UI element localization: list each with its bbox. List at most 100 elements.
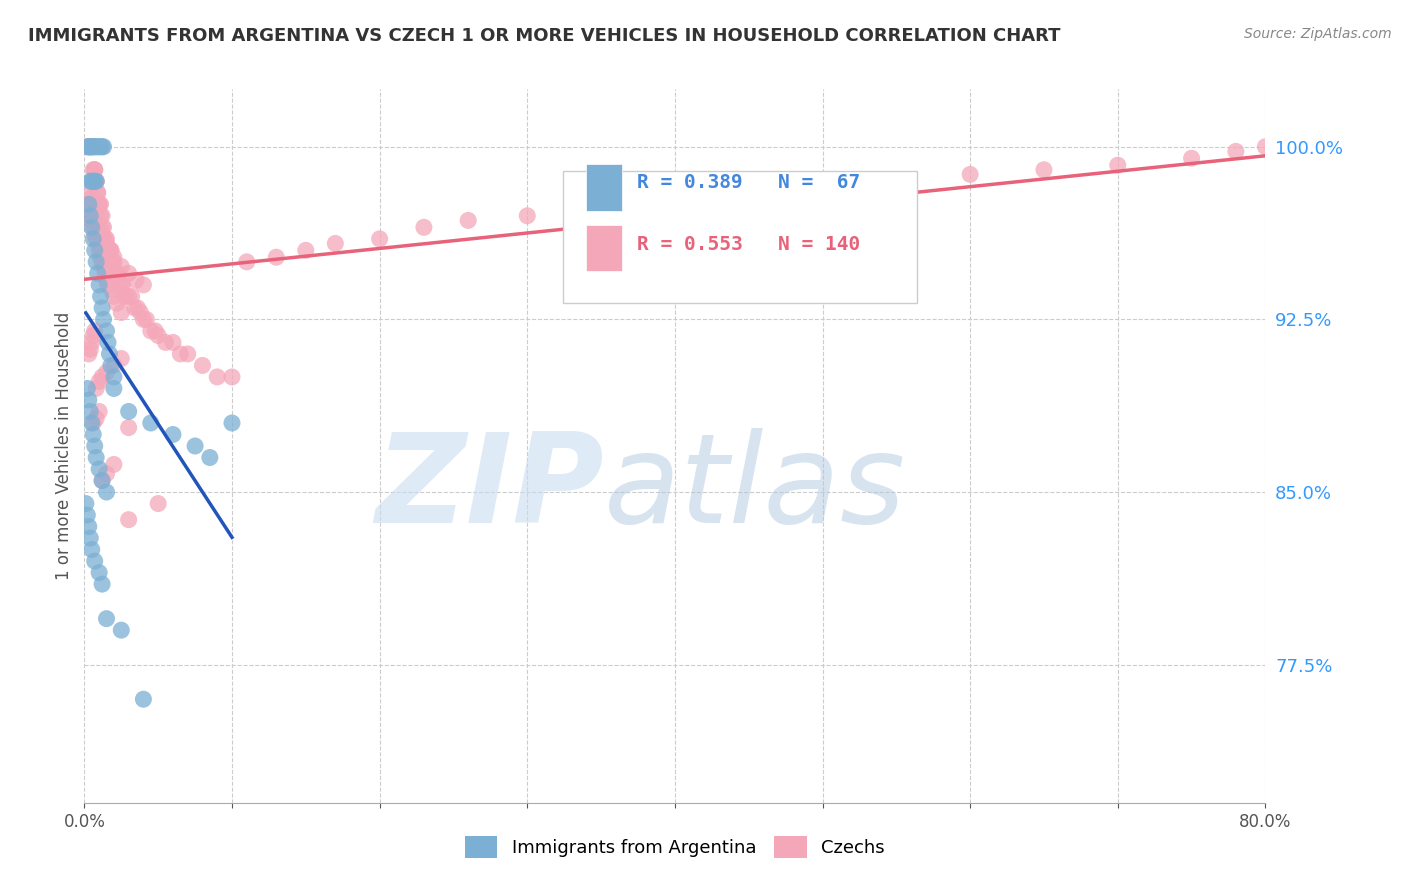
Point [82,140,104,154]
Point [91,370,114,384]
Point [91,220,114,235]
Point [110,260,132,274]
Point [101,255,124,269]
Point [90,140,112,154]
Point [1107,158,1129,172]
Point [77,197,100,211]
Point [110,623,132,637]
Point [124,301,146,315]
Point [83,554,105,568]
Point [76,140,98,154]
Point [87,197,111,211]
Point [96,236,118,251]
Point [79,140,101,154]
Point [91,577,114,591]
Point [100,359,122,373]
Point [86,266,108,280]
Point [83,324,105,338]
Point [127,301,149,315]
Point [177,347,200,361]
Point [93,140,115,154]
Point [103,250,125,264]
Point [129,305,152,319]
Point [91,474,114,488]
Point [207,370,229,384]
Point [91,474,114,488]
Point [112,289,135,303]
Point [82,140,104,154]
Point [148,497,170,511]
Point [87,566,111,580]
Point [139,416,162,430]
Point [107,266,129,280]
Point [87,404,111,418]
Point [114,289,136,303]
Point [118,404,141,418]
Point [664,190,686,204]
Point [79,209,101,223]
Point [516,209,538,223]
Point [84,140,107,154]
Point [94,266,117,280]
Point [90,209,112,223]
Point [184,439,207,453]
Point [236,255,259,269]
Point [84,255,107,269]
Point [1181,151,1204,165]
Point [90,289,112,303]
Point [80,220,103,235]
Point [83,140,105,154]
Point [82,197,104,211]
FancyBboxPatch shape [586,225,621,271]
Point [132,692,155,706]
Point [76,140,98,154]
Point [738,186,761,200]
Point [79,140,101,154]
Point [80,190,103,204]
Point [96,467,118,481]
Point [82,220,104,235]
Point [84,450,107,465]
Point [368,232,391,246]
Point [100,244,122,258]
Point [100,244,122,258]
Point [82,162,104,177]
Point [87,220,111,235]
Point [79,531,101,545]
Text: R = 0.389   N =  67: R = 0.389 N = 67 [637,173,860,193]
Point [96,612,118,626]
Point [111,277,134,292]
FancyBboxPatch shape [562,171,917,303]
Point [132,277,155,292]
Point [79,209,101,223]
Point [80,416,103,430]
Point [811,181,834,195]
Point [118,289,141,303]
Point [82,174,104,188]
Point [86,140,108,154]
Point [83,162,105,177]
Point [118,266,141,280]
Point [91,140,114,154]
Point [103,381,125,395]
Text: R = 0.553   N = 140: R = 0.553 N = 140 [637,235,860,254]
Point [83,244,105,258]
Point [110,305,132,319]
Point [96,324,118,338]
Point [97,244,120,258]
Point [86,186,108,200]
Point [91,301,114,315]
Point [169,347,191,361]
Point [295,244,318,258]
Point [80,213,103,227]
Point [83,162,105,177]
Point [93,312,115,326]
Point [94,232,117,246]
Point [76,508,98,522]
Point [86,236,108,251]
Point [80,140,103,154]
Point [77,140,100,154]
Point [413,220,436,235]
Point [97,277,120,292]
Point [84,174,107,188]
